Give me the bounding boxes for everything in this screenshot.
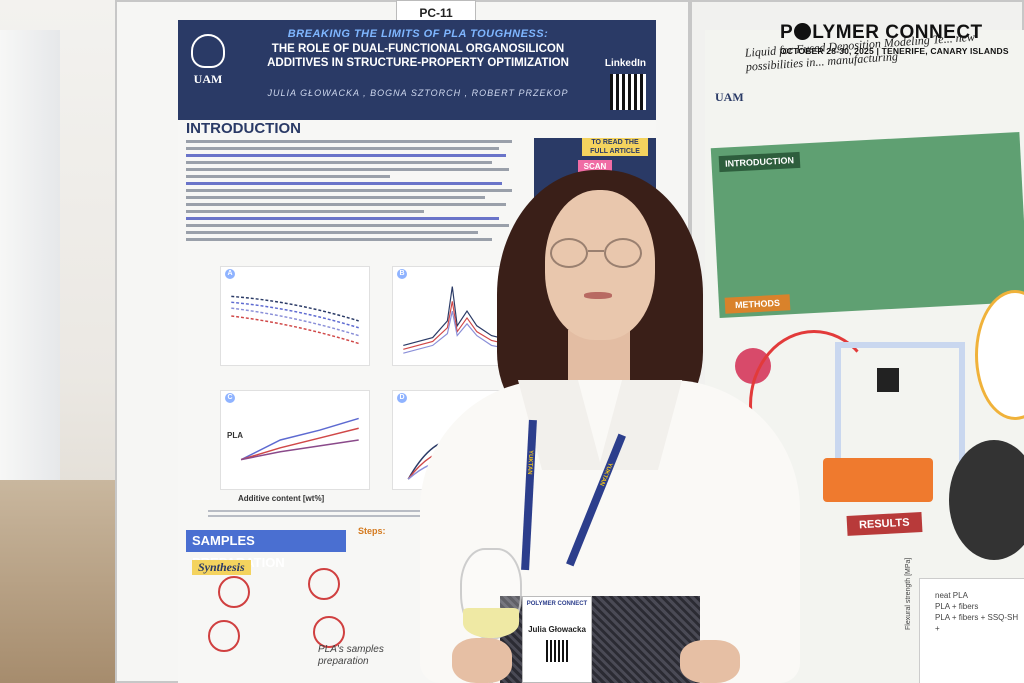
linkedin-label: LinkedIn [604, 58, 646, 69]
figure-caption [208, 510, 538, 522]
graph-legend: neat PLA PLA + fibers PLA + fibers + SSQ… [935, 591, 1019, 633]
left-hand [452, 638, 512, 683]
introduction-text-block [186, 140, 526, 280]
badge-qr-icon [546, 640, 568, 662]
background-window [0, 30, 60, 500]
molecule-icon [218, 576, 250, 608]
x-axis-label: Additive content [wt%] [238, 494, 325, 503]
molecule-icon [308, 568, 340, 600]
chart-c-plot [240, 417, 359, 461]
molecule-icon [313, 616, 345, 648]
eagle-crest-icon [191, 34, 225, 68]
conference-date: OCTOBER 28-30, 2025 | TENERIFE, CANARY I… [780, 46, 1009, 56]
uam-logo-right: UAM [715, 90, 744, 104]
background-floor [0, 480, 120, 683]
introduction-heading: INTRODUCTION [186, 120, 301, 137]
molecule-icon [208, 620, 240, 652]
3d-printer-frame-icon [835, 342, 965, 472]
uam-logo: UAM [186, 34, 230, 100]
white-wine [463, 608, 519, 638]
poster-authors: JULIA GŁOWACKA , BOGNA SZTORCH , ROBERT … [267, 88, 569, 98]
read-full-article-label: TO READ THE FULL ARTICLE [582, 138, 648, 156]
pla-samples-preparation-label: PLA's samples preparation [318, 644, 384, 667]
synthesis-label: Synthesis [192, 560, 251, 575]
glasses-right-lens [604, 238, 642, 268]
chart-c-impact-strength: C PLA [220, 390, 370, 490]
results-badge: RESULTS [846, 512, 923, 536]
printer-nozzle-icon [877, 368, 899, 392]
samples-preparation-heading: SAMPLES PREPARATION [186, 530, 346, 570]
graph-y-axis-label: Flexural strength [MPa] [905, 557, 912, 630]
chart-a-plot [231, 295, 359, 345]
left-poster-header [178, 20, 656, 120]
name-badge: POLYMER CONNECT Julia Głowacka [522, 596, 592, 683]
conference-logo: P LYMER CONNECT [780, 22, 983, 43]
flexural-strength-graph [919, 578, 1024, 683]
chart-a-viscosity: A [220, 266, 370, 366]
printer-base-icon [823, 458, 933, 502]
qr-code-icon [610, 74, 646, 110]
right-hand [680, 640, 740, 683]
poster-title-main: THE ROLE OF DUAL-FUNCTIONAL ORGANOSILICO… [267, 43, 569, 69]
methods-badge: METHODS [724, 294, 791, 314]
glasses-left-lens [550, 238, 588, 268]
person-lips [584, 292, 612, 299]
filament-line [749, 330, 879, 480]
globe-icon [794, 23, 812, 40]
steps-label: Steps: [358, 526, 386, 536]
micrograph-circle [949, 440, 1024, 560]
detail-circle [975, 290, 1024, 420]
glasses-bridge [588, 250, 604, 252]
chart-b-plot [403, 286, 531, 354]
poster-title-line1: BREAKING THE LIMITS OF PLA TOUGHNESS: [287, 28, 549, 40]
